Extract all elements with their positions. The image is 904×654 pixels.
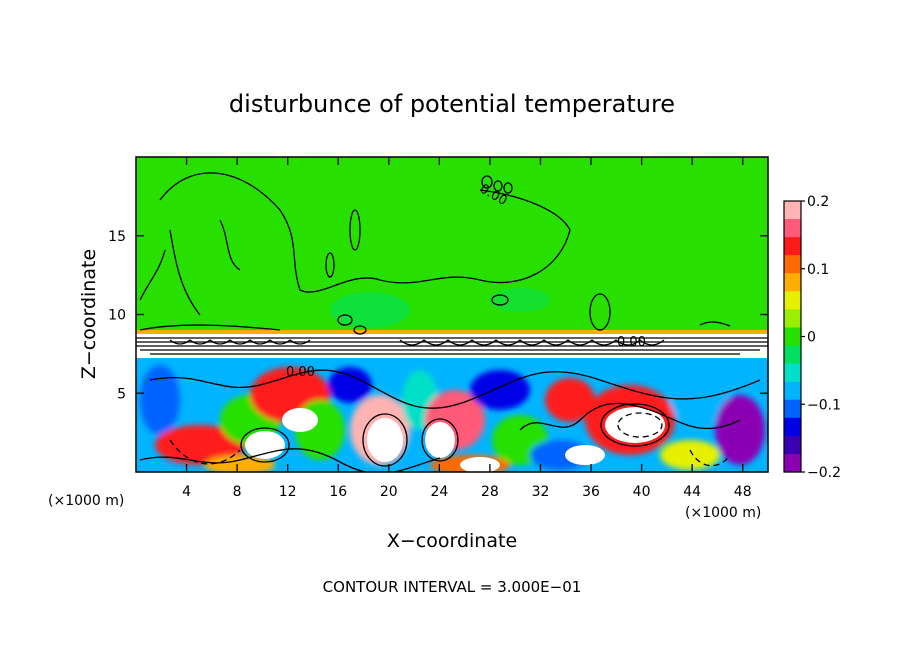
colorbar-swatch <box>784 453 801 473</box>
colorbar-swatch <box>784 381 801 401</box>
colorbar-swatch <box>784 273 801 292</box>
x-axis: 4 8 12 16 20 24 28 32 36 40 44 48 <box>182 157 752 500</box>
x-tick-label: 20 <box>380 484 398 500</box>
colorbar-swatch <box>784 399 801 419</box>
x-tick-label: 44 <box>683 484 701 500</box>
colorbar-swatch <box>784 219 801 238</box>
colorbar-swatch <box>784 255 801 274</box>
y-axis: 5 10 15 <box>108 229 768 402</box>
contour-label: 0.00 <box>617 335 646 350</box>
colorbar-swatch <box>784 201 801 220</box>
colorbar-tick-label: −0.1 <box>807 397 841 413</box>
colorbar-swatch <box>784 291 801 310</box>
colorbar-tick-label: 0.1 <box>807 262 829 278</box>
colorbar-swatch <box>784 417 801 437</box>
x-tick-label: 28 <box>481 484 499 500</box>
x-unit-label-right: (×1000 m) <box>685 505 761 521</box>
chart-title: disturbunce of potential temperature <box>229 90 675 118</box>
contour-interval-note: CONTOUR INTERVAL = 3.000E−01 <box>323 578 582 596</box>
x-unit-label: (×1000 m) <box>48 493 124 509</box>
x-tick-label: 48 <box>734 484 752 500</box>
colorbar: 0.2 0.1 0 −0.1 −0.2 <box>783 194 841 481</box>
y-tick-label: 5 <box>117 386 126 402</box>
heatmap-field <box>136 157 768 472</box>
x-tick-label: 40 <box>633 484 651 500</box>
y-axis-label: Z−coordinate <box>78 249 100 379</box>
colorbar-swatch <box>784 237 801 256</box>
colorbar-tick-label: 0 <box>807 330 816 346</box>
colorbar-tick-label: 0.2 <box>807 194 829 210</box>
x-tick-label: 36 <box>582 484 600 500</box>
x-tick-label: 32 <box>532 484 550 500</box>
y-tick-label: 10 <box>108 308 126 324</box>
x-tick-label: 8 <box>233 484 242 500</box>
colorbar-tick-label: −0.2 <box>807 465 841 481</box>
x-tick-label: 24 <box>430 484 448 500</box>
x-tick-label: 16 <box>329 484 347 500</box>
x-axis-label: X−coordinate <box>387 530 517 552</box>
x-tick-label: 4 <box>182 484 191 500</box>
y-tick-label: 15 <box>108 229 126 245</box>
x-tick-label: 12 <box>279 484 297 500</box>
colorbar-swatch <box>784 345 801 365</box>
colorbar-swatch <box>784 327 801 347</box>
colorbar-swatch <box>784 309 801 329</box>
contour-label: 0.00 <box>286 365 315 380</box>
colorbar-swatch <box>784 435 801 455</box>
colorbar-swatch <box>784 363 801 383</box>
